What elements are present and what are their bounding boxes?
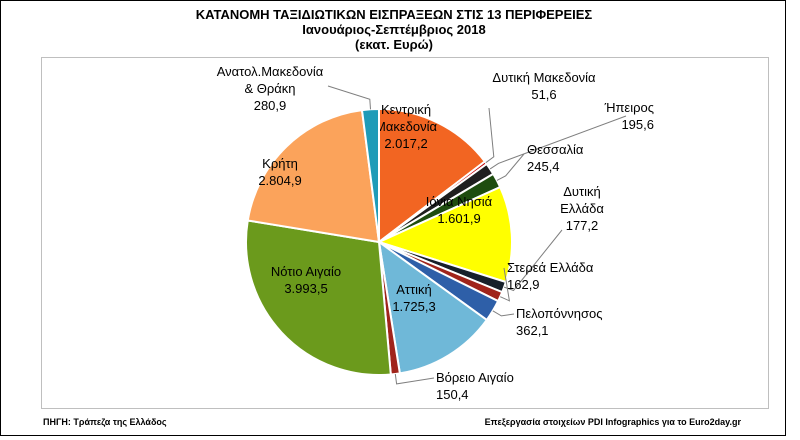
value-text-δυτική-μακεδονία: 51,6 xyxy=(531,87,556,102)
name-text-κεντρική-μακεδονία: Κεντρική xyxy=(381,102,431,117)
name-text-ανατολ-μακεδονία-θράκη: & Θράκη xyxy=(244,81,295,96)
name-text-δυτική-ελλάδα: Δυτική xyxy=(563,184,601,199)
value-text-αττική: 1.725,3 xyxy=(392,299,435,314)
chart-subtitle: Ιανουάριος-Σεπτέμβριος 2018 xyxy=(302,22,486,37)
chart-unit: (εκατ. Ευρώ) xyxy=(355,37,433,52)
credit-note: Επεξεργασία στοιχείων PDI Infographics γ… xyxy=(484,417,741,427)
value-text-στερεά-ελλάδα: 162,9 xyxy=(507,277,540,292)
value-text-ιόνια-νησιά: 1.601,9 xyxy=(437,211,480,226)
value-text-ήπειρος: 195,6 xyxy=(621,117,654,132)
name-text-ήπειρος: Ήπειρος xyxy=(604,100,654,115)
pie-chart: Κεντρική Μακεδονία 2.017,2 Δυτική Μακεδονία… xyxy=(217,64,654,402)
chart-title: ΚΑΤΑΝΟΜΗ ΤΑΞΙΔΙΩΤΙΚΩΝ ΕΙΣΠΡΑΞΕΩΝ ΣΤΙΣ 13… xyxy=(195,7,593,22)
name-text-δυτική-ελλάδα: Ελλάδα xyxy=(560,201,604,216)
leader-line-ήπειρος xyxy=(489,115,627,170)
pie-slice-αττική xyxy=(377,239,489,375)
value-text-δυτική-ελλάδα: 177,2 xyxy=(566,218,599,233)
name-text-νότιο-αιγαίο: Νότιο Αιγαίο xyxy=(271,264,341,279)
name-text-αττική: Αττική xyxy=(396,282,432,297)
chart-frame: ΚΑΤΑΝΟΜΗ ΤΑΞΙΔΙΩΤΙΚΩΝ ΕΙΣΠΡΑΞΕΩΝ ΣΤΙΣ 13… xyxy=(0,0,786,436)
name-text-θεσσαλία: Θεσσαλία xyxy=(527,142,584,157)
value-text-βόρειο-αιγαίο: 150,4 xyxy=(436,387,469,402)
name-text-ιόνια-νησιά: Ιόνια Νησιά xyxy=(426,194,493,209)
data-label-ιόνια-νησιά: Ιόνια Νησιά 1.601,9 xyxy=(426,194,493,226)
data-label-στερεά-ελλάδα: Στερεά Ελλάδα 162,9 xyxy=(499,260,594,302)
pie-slice-κρήτη xyxy=(246,108,381,244)
value-text-κρήτη: 2.804,9 xyxy=(258,173,301,188)
leader-line-θεσσαλία xyxy=(496,153,525,181)
chart-title-block: ΚΑΤΑΝΟΜΗ ΤΑΞΙΔΙΩΤΙΚΩΝ ΕΙΣΠΡΑΞΕΩΝ ΣΤΙΣ 13… xyxy=(1,7,787,52)
value-text-πελοπόννησος: 362,1 xyxy=(516,323,549,338)
name-text-στερεά-ελλάδα: Στερεά Ελλάδα xyxy=(507,260,594,275)
pie-slice-ιόνια-νησιά xyxy=(376,185,513,284)
data-label-θεσσαλία: Θεσσαλία 245,4 xyxy=(496,142,584,181)
source-note: ΠΗΓΗ: Τράπεζα της Ελλάδος xyxy=(43,417,167,427)
data-label-δυτική-μακεδονία: Δυτική Μακεδονία 51,6 xyxy=(485,70,596,164)
value-text-νότιο-αιγαίο: 3.993,5 xyxy=(284,281,327,296)
data-label-κρήτη: Κρήτη 2.804,9 xyxy=(258,156,301,188)
value-text-ανατολ-μακεδονία-θράκη: 280,9 xyxy=(254,98,287,113)
leader-line-ανατολ-μακεδονία-θράκη xyxy=(327,85,371,110)
data-label-αττική: Αττική 1.725,3 xyxy=(392,282,435,314)
data-label-βόρειο-αιγαίο: Βόρειο Αιγαίο 150,4 xyxy=(394,370,514,402)
data-label-πελοπόννησος: Πελοπόννησος 362,1 xyxy=(492,306,602,338)
name-text-δυτική-μακεδονία: Δυτική Μακεδονία xyxy=(492,70,596,85)
data-label-ήπειρος: Ήπειρος 195,6 xyxy=(489,100,654,170)
leader-line-στερεά-ελλάδα xyxy=(499,267,511,302)
value-text-θεσσαλία: 245,4 xyxy=(527,159,560,174)
data-label-νότιο-αιγαίο: Νότιο Αιγαίο 3.993,5 xyxy=(271,264,341,296)
name-text-κρήτη: Κρήτη xyxy=(262,156,298,171)
data-label-κεντρική-μακεδονία: Κεντρική Μακεδονία 2.017,2 xyxy=(375,102,437,151)
name-text-κεντρική-μακεδονία: Μακεδονία xyxy=(375,119,437,134)
plot-area: Κεντρική Μακεδονία 2.017,2 Δυτική Μακεδονία… xyxy=(41,57,769,409)
leader-line-βόρειο-αιγαίο xyxy=(394,373,435,385)
pie-slice-νότιο-αιγαίο xyxy=(245,219,392,376)
data-label-ανατολ-μακεδονία-θράκη: Ανατολ.Μακεδονία & Θράκη 280,9 xyxy=(217,64,371,113)
name-text-ανατολ-μακεδονία-θράκη: Ανατολ.Μακεδονία xyxy=(217,64,324,79)
name-text-βόρειο-αιγαίο: Βόρειο Αιγαίο xyxy=(436,370,514,385)
leader-line-πελοπόννησος xyxy=(492,310,515,317)
value-text-κεντρική-μακεδονία: 2.017,2 xyxy=(384,136,427,151)
pie-slice-κεντρική-μακεδονία xyxy=(378,107,487,245)
leader-line-δυτική-μακεδονία xyxy=(485,107,495,164)
name-text-πελοπόννησος: Πελοπόννησος xyxy=(516,306,602,321)
